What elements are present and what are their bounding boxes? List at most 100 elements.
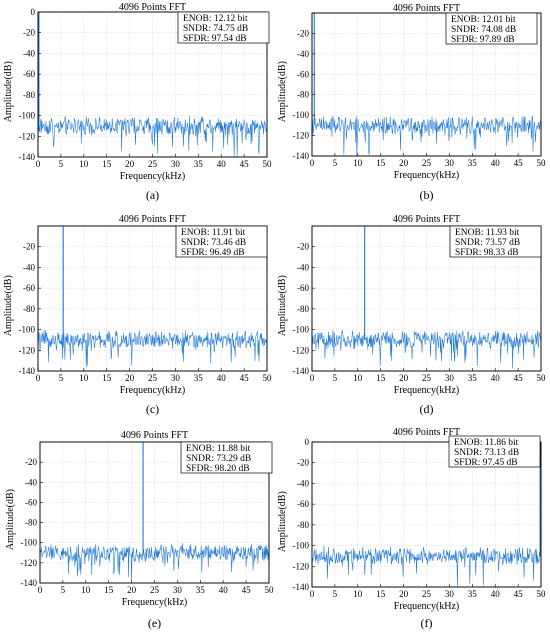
x-tick-label: 40 (491, 589, 501, 599)
y-tick-label: -120 (293, 345, 310, 355)
panel-caption: (a) (146, 188, 159, 202)
x-tick-label: 15 (376, 158, 386, 168)
x-axis-label: Frequency(kHz) (394, 601, 460, 612)
x-tick-label: 10 (353, 373, 363, 383)
x-tick-label: 30 (173, 585, 183, 595)
x-tick-label: 30 (445, 373, 455, 383)
stats-box (180, 441, 273, 474)
spectrum-noise-line (37, 329, 268, 368)
y-tick-label: -40 (297, 262, 309, 272)
x-tick-label: 10 (79, 373, 89, 383)
y-tick-label: -60 (23, 283, 35, 293)
x-tick-label: 40 (491, 158, 501, 168)
x-tick-label: 0 (310, 373, 315, 383)
x-tick-label: 45 (514, 158, 524, 168)
x-axis-label: Frequency(kHz) (394, 170, 460, 181)
x-tick-label: 5 (59, 373, 64, 383)
stats-line: ENOB: 11.88 bit (186, 444, 251, 454)
y-tick-label: 0 (31, 7, 36, 17)
x-tick-label: 35 (194, 159, 204, 169)
y-tick-label: -100 (19, 325, 36, 335)
chart-panel-b: 0 5 10 15 20 25 30 35 40 45 50 -20 -40 -60 -80 -100 -120… (277, 3, 546, 202)
stats-line: SFDR: 98.33 dB (455, 248, 519, 258)
x-tick-label: 5 (333, 589, 338, 599)
y-axis-label: Amplitude(dB) (5, 489, 16, 550)
panel-caption: (b) (420, 188, 434, 202)
y-tick-label: -80 (23, 90, 35, 100)
x-tick-label: 15 (102, 159, 112, 169)
stats-box (445, 12, 538, 45)
y-axis-label: Amplitude(dB) (3, 61, 14, 122)
y-tick-label: -20 (297, 242, 309, 252)
panel-caption: (c) (146, 402, 159, 416)
y-tick-label: -80 (297, 520, 309, 530)
x-tick-label: 40 (219, 585, 229, 595)
spectrum-noise-line (311, 329, 542, 369)
chart-title: 4096 Points FFT (119, 214, 186, 225)
chart-panel-c: 0 5 10 15 20 25 30 35 40 45 50 -20 -40 -60 -80 -100 -120… (3, 214, 272, 416)
x-tick-label: 50 (263, 373, 273, 383)
stats-line: SFDR: 97.45 dB (454, 458, 518, 468)
x-axis-label: Frequency(kHz) (120, 385, 186, 396)
y-tick-label: -80 (297, 304, 309, 314)
stats-line: SFDR: 97.54 dB (183, 34, 247, 44)
x-tick-label: 25 (150, 585, 160, 595)
x-tick-label: 25 (422, 373, 432, 383)
y-tick-label: 0 (305, 437, 310, 447)
x-tick-label: 45 (240, 159, 250, 169)
x-axis-label: Frequency(kHz) (120, 171, 186, 182)
y-tick-label: -80 (25, 518, 37, 528)
stats-line: SNDR: 74.75 dB (183, 24, 248, 34)
y-tick-label: -120 (19, 345, 36, 355)
y-tick-label: -100 (19, 111, 36, 121)
panel-caption: (e) (148, 616, 161, 630)
x-tick-label: 25 (422, 589, 432, 599)
y-tick-label: -40 (25, 477, 37, 487)
spectrum-noise-line (311, 115, 542, 156)
y-tick-label: -140 (293, 582, 310, 592)
x-tick-label: 45 (242, 585, 252, 595)
y-tick-label: -140 (21, 578, 38, 588)
chart-panel-d: 0 5 10 15 20 25 30 35 40 45 50 -20 -40 -60 -80 -100 -120… (277, 214, 546, 416)
y-tick-label: -120 (19, 131, 36, 141)
y-tick-label: -140 (19, 366, 36, 376)
x-tick-label: 20 (399, 158, 409, 168)
x-tick-label: 45 (514, 589, 524, 599)
x-tick-label: 0 (36, 373, 41, 383)
y-tick-label: -40 (297, 49, 309, 59)
x-tick-label: 35 (196, 585, 206, 595)
x-tick-label: 0 (36, 159, 41, 169)
chart-panel-f: 0 5 10 15 20 25 30 35 40 45 50 0 -20 -40 -60 -80 -100 -12… (277, 427, 546, 630)
x-tick-label: 5 (59, 159, 64, 169)
spectrum-noise-line (39, 543, 270, 581)
x-tick-label: 10 (79, 159, 89, 169)
x-tick-label: 50 (537, 373, 547, 383)
stats-line: ENOB: 11.93 bit (455, 228, 520, 238)
stats-box (448, 435, 541, 468)
y-tick-label: -60 (25, 497, 37, 507)
x-tick-label: 30 (171, 373, 181, 383)
y-tick-label: -80 (297, 90, 309, 100)
stats-line: SNDR: 74.08 dB (451, 25, 516, 35)
stats-line: SNDR: 73.46 dB (181, 238, 246, 248)
stats-line: ENOB: 12.01 bit (451, 15, 516, 25)
y-tick-label: -20 (297, 458, 309, 468)
chart-panel-a: 0 5 10 15 20 25 30 35 40 45 50 0 -20 -40 -60 -80 -100 -12… (3, 2, 272, 202)
x-axis-label: Frequency(kHz) (394, 385, 460, 396)
y-tick-label: -120 (293, 131, 310, 141)
x-tick-label: 0 (38, 585, 43, 595)
y-tick-label: -20 (25, 457, 37, 467)
stats-box (175, 225, 268, 258)
y-tick-label: -80 (23, 304, 35, 314)
y-tick-label: -100 (293, 110, 310, 120)
y-tick-label: -40 (23, 262, 35, 272)
x-tick-label: 10 (81, 585, 91, 595)
stats-line: ENOB: 12.12 bit (183, 14, 248, 24)
y-axis-label: Amplitude(dB) (277, 61, 288, 122)
x-tick-label: 35 (194, 373, 204, 383)
y-axis-label: Amplitude(dB) (277, 491, 288, 552)
x-tick-label: 20 (399, 373, 409, 383)
y-tick-label: -60 (297, 69, 309, 79)
y-tick-label: -140 (293, 366, 310, 376)
